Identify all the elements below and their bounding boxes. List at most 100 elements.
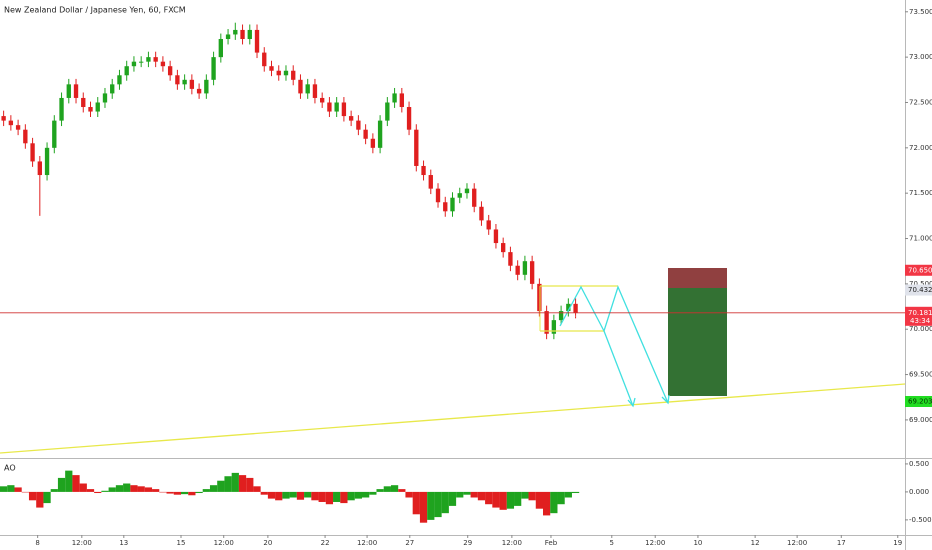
candle-body [529,261,535,284]
candle-body [189,79,195,89]
x-tick-label: 5 [610,539,614,547]
candle-body [305,84,310,94]
candle-body [204,79,209,94]
candle-body [52,120,57,148]
ao-bar [463,491,471,495]
candle-body [218,38,223,58]
ao-bar [108,487,116,492]
candle-body [81,97,86,108]
ao-bar [14,487,22,492]
arrow-head [661,394,670,405]
ao-bar [50,489,58,492]
y-tick-label: 72.000 [909,144,932,152]
candle-body [37,161,42,176]
candle-body [160,61,166,67]
ao-bar [362,491,370,498]
ao-bar [376,489,384,492]
axes: 73.500 73.000 72.500 72.000 71.500 71.000 70.5… [35,8,932,547]
ao-bar [340,491,348,504]
candle-body [406,107,412,130]
arrow-head [627,397,636,408]
ao-bar [405,491,413,498]
price-tag [905,306,932,326]
candle-body [312,84,318,98]
candle-body [269,66,274,71]
ao-bar [217,480,225,492]
candle-body [182,79,187,85]
candle-body [566,303,571,312]
ao-bar [188,491,196,496]
ao-bar [7,485,15,492]
ao-bar [383,486,391,492]
candle-body [558,311,564,321]
y-tick-label: 69.000 [909,416,932,424]
ao-bar [159,491,167,493]
price-tag [905,264,932,276]
ao-bar [130,485,138,492]
candle-body [457,193,462,198]
ao-bar [528,491,536,501]
x-tick-label: 29 [463,539,472,547]
candle-body [464,188,470,194]
price-tag [905,395,932,407]
x-tick-label: 12 [751,539,760,547]
ao-bar [448,491,457,506]
y-tick-label: 70.500 [909,280,932,288]
candle-body [414,129,419,166]
candle-body [435,188,441,203]
x-tick-label: 20 [263,539,272,547]
ao-bar [137,486,145,492]
y-tick-label: 69.500 [909,371,932,379]
candle-body [262,52,267,67]
ao-bar [369,491,377,495]
ao-bar [144,487,153,492]
candle-body [1,116,6,121]
x-tick-label: 12:00 [502,539,522,547]
ao-bar [571,491,580,494]
candle-body [247,29,252,39]
ao-bar [564,491,572,498]
price-tag [905,284,932,296]
candle-body [334,102,339,112]
candles [0,22,580,523]
ao-bar [492,491,500,508]
candle-body [211,57,216,80]
ao-bar [202,489,210,492]
candle-body [341,102,347,117]
candle-body [544,311,549,334]
candle-body [327,102,332,112]
candle-body [23,129,28,144]
candle-body [348,116,354,121]
ao-bar [347,491,355,501]
candle-body [30,143,35,162]
ao-bar [246,477,254,492]
ao-bar [412,491,420,515]
candle-body [283,70,289,76]
ao-bar [36,491,44,508]
candle-body [8,120,14,126]
candle-body [233,29,238,35]
ao-bar [209,485,218,492]
ao-bar [253,486,261,492]
projection-arrow [603,330,634,407]
ao-bar [224,476,232,492]
candle-body [443,202,448,212]
stop-zone [668,268,727,288]
candle-body [15,125,21,130]
ao-y-tick-label: 0.500 [909,460,929,468]
indicator-name: AO [4,464,16,473]
x-tick-label: 17 [837,539,846,547]
x-tick-label: 12:00 [787,539,807,547]
candle-body [196,88,202,94]
candle-body [131,61,137,67]
x-tick-label: 10 [693,539,702,547]
y-tick-label: 71.000 [909,235,932,243]
candle-body [399,93,404,108]
ao-bar [181,491,189,495]
ao-bar [354,491,362,499]
ao-bar [267,491,276,499]
price-tag-label: 70.432 [908,286,932,294]
ao-bar [333,491,341,502]
ao-bar [231,472,239,492]
